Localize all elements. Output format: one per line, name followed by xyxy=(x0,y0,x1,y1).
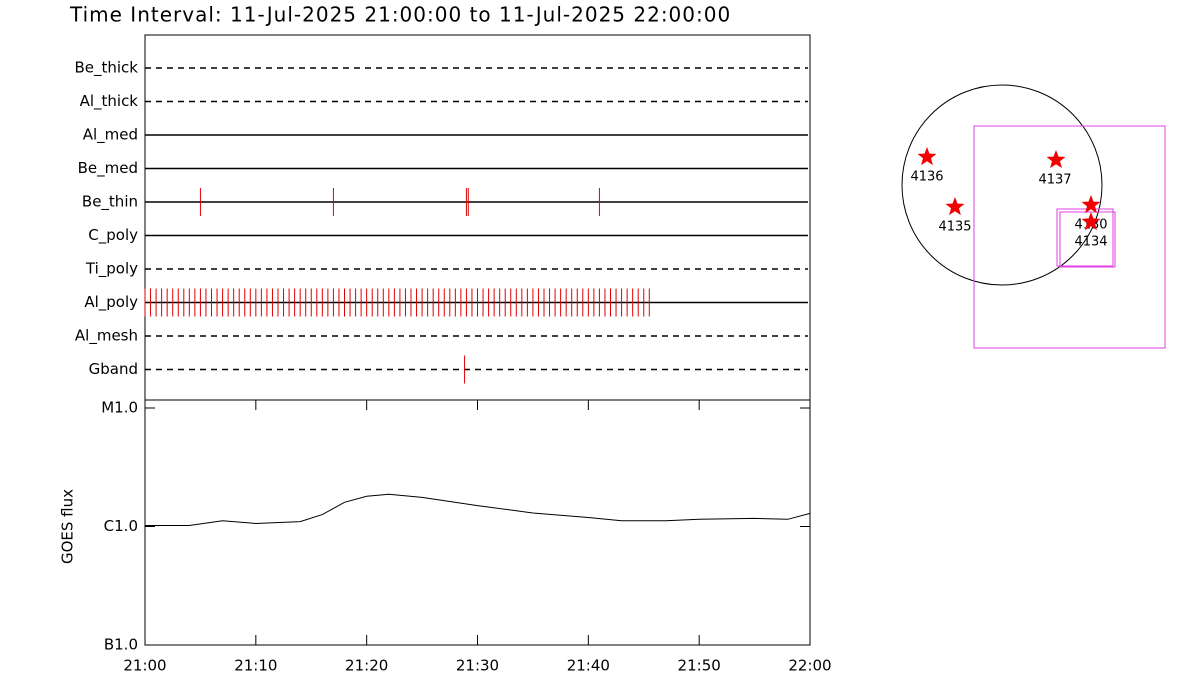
region-star xyxy=(917,147,937,166)
row-label: Be_thin xyxy=(82,193,138,212)
row-label: Gband xyxy=(89,360,138,378)
row-label: C_poly xyxy=(88,226,138,245)
region-label: 4137 xyxy=(1038,173,1071,188)
region-star xyxy=(1046,150,1066,169)
x-tick-label: 21:00 xyxy=(123,657,166,675)
fov-box xyxy=(1056,208,1114,267)
map xyxy=(901,84,1166,349)
timeline-frame xyxy=(144,34,811,401)
region-label: 4135 xyxy=(938,220,971,235)
x-tick-label: 21:40 xyxy=(567,657,610,675)
x-tick-label: 21:20 xyxy=(345,657,388,675)
row-label: Be_thick xyxy=(74,59,138,78)
region-star xyxy=(1081,195,1101,214)
row-label: Ti_poly xyxy=(85,260,138,279)
solar-disk xyxy=(901,84,1103,286)
x-tick-label: 22:00 xyxy=(788,657,831,675)
x-tick-label: 21:50 xyxy=(678,657,721,675)
fov-box xyxy=(973,125,1166,349)
y-axis-label: GOES flux xyxy=(59,489,77,564)
region-label: 4136 xyxy=(910,170,943,185)
fov-box xyxy=(1059,211,1116,268)
row-label: Al_thick xyxy=(80,92,139,111)
region-label: 4134 xyxy=(1074,235,1107,250)
row-label: Al_mesh xyxy=(75,327,138,346)
region-star xyxy=(945,197,965,216)
y-tick-label: M1.0 xyxy=(101,399,138,417)
y-tick-label: C1.0 xyxy=(104,517,138,535)
x-tick-label: 21:30 xyxy=(456,657,499,675)
x-tick-label: 21:10 xyxy=(234,657,277,675)
title: Time Interval: 11-Jul-2025 21:00:00 to 1… xyxy=(69,3,731,27)
goes-curve xyxy=(145,493,811,526)
row-label: Be_med xyxy=(78,159,138,178)
row-label: Al_poly xyxy=(84,293,138,312)
row-label: Al_med xyxy=(83,126,138,145)
y-tick-label: B1.0 xyxy=(104,636,138,654)
region-star xyxy=(1081,212,1101,231)
